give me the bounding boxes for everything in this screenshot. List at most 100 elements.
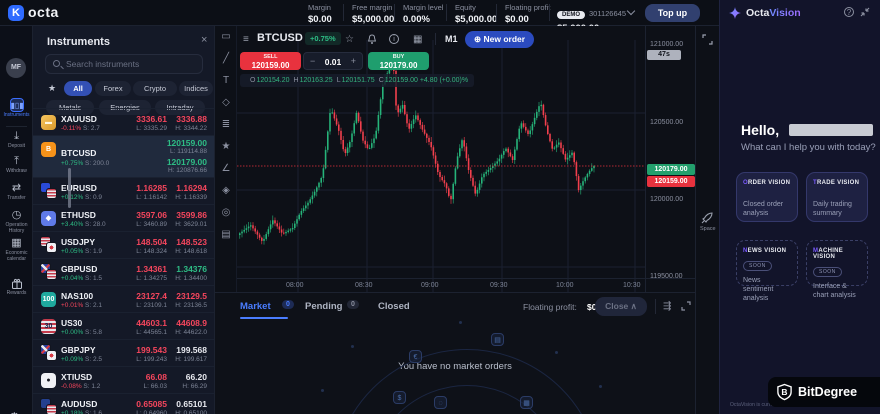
space-rocket-icon[interactable]: Space [700, 210, 716, 232]
filter-chip-indices[interactable]: Indices [179, 81, 213, 96]
bid-price: 0.65085 [136, 399, 167, 409]
layout-panels-icon[interactable]: ▦ [413, 34, 423, 45]
sell-button[interactable]: SELL 120159.00 [240, 52, 301, 70]
filter-chip-all[interactable]: All [64, 81, 92, 96]
objects-icon[interactable]: ◈ [222, 185, 230, 196]
card-trade-vision[interactable]: TRADE VISION Daily trading summary [806, 172, 868, 222]
instrument-row-gbpusd[interactable]: GBPUSD +0.04% S: 1.5 1.34361 1.34376 L: 1.34… [33, 258, 214, 285]
octavision-help-icon[interactable]: ? [844, 7, 854, 17]
bid-price: 1.16285 [136, 183, 167, 193]
octavision-question: What can I help you with today? [741, 142, 876, 153]
low-price: L: 1.16142 [136, 194, 167, 201]
change-percent: -0.11% [61, 125, 82, 132]
card-description: Daily trading summary [813, 201, 852, 218]
list-scrollbar[interactable] [68, 168, 71, 208]
tab-market[interactable]: Market [240, 301, 271, 312]
close-all-orders-icon[interactable]: ⇶ [663, 301, 672, 312]
spread: S: 1.6 [85, 410, 103, 414]
instrument-row-nas100[interactable]: 100 NAS100 +0.01% S: 2.1 23127.4 23129.5 L: 2… [33, 285, 214, 312]
low-price: L: 1.34275 [136, 275, 167, 282]
economic-calendar-label: Economic calendar [5, 250, 28, 262]
sidebar-item-rewards[interactable]: Rewards [0, 278, 33, 297]
symbol-list-icon[interactable]: ≡ [243, 34, 249, 45]
instrument-row-usdjpy[interactable]: USDJPY +0.05% S: 1.9 148.504 148.523 L: 148.… [33, 231, 214, 258]
low-price: L: 148.324 [136, 248, 167, 255]
new-order-button[interactable]: ⊕ New order [465, 31, 535, 48]
instrument-row-btcusd[interactable]: B BTCUSD +0.75% S: 200.0 120159.00 L: 119114… [33, 135, 214, 177]
remove-drawings-icon[interactable]: ▤ [221, 229, 231, 240]
header-divider [435, 33, 436, 45]
trend-line-icon[interactable]: ╱ [222, 53, 230, 64]
sidebar-item-transfer[interactable]: ⇄ Transfer [0, 181, 33, 202]
tab-closed[interactable]: Closed [378, 301, 410, 312]
orders-divider [655, 299, 656, 314]
instrument-change-spread: +0.75% S: 200.0 [61, 160, 109, 167]
alert-bell-icon[interactable] [367, 34, 377, 45]
account-chevron-down-icon[interactable] [626, 6, 636, 16]
tab-pending[interactable]: Pending [305, 301, 343, 312]
instruments-close-icon[interactable]: × [201, 34, 208, 46]
top-up-button[interactable]: Top up [645, 4, 700, 22]
filter-chip-crypto[interactable]: Crypto [133, 81, 177, 96]
volume-decrease[interactable]: − [310, 56, 316, 66]
instrument-row-xtiusd[interactable]: ● XTIUSD -0.08% S: 1.2 66.08 66.20 L: 66.03 H:… [33, 366, 214, 393]
close-all-button[interactable]: Close ∧ [595, 297, 647, 316]
card-order-vision[interactable]: ORDER VISION Closed order analysis [736, 172, 798, 222]
favorites-icon[interactable]: ★ [221, 141, 231, 152]
octavision-greeting: Hello, [741, 122, 780, 138]
text-tool-icon[interactable]: T [222, 75, 230, 86]
card-machine-vision[interactable]: MACHINE VISION SOON Interface & chart anal… [806, 240, 868, 299]
eth-icon: ◆ [41, 211, 56, 226]
angle-tool-icon[interactable]: ∠ [221, 163, 231, 174]
fullscreen-icon[interactable] [702, 34, 713, 45]
volume-value[interactable]: 0.01 [324, 57, 342, 67]
volume-increase[interactable]: + [350, 56, 356, 66]
timeframe-selector[interactable]: M1 [445, 34, 458, 44]
instrument-row-eurusd[interactable]: EURUSD +0.12% S: 0.9 1.16285 1.16294 L: 1.16… [33, 177, 214, 204]
cursor-box-icon[interactable]: ▭ [221, 31, 231, 42]
panel-resize-icon[interactable] [681, 301, 691, 311]
left-nav-rail: MF ▮▯▮ Instruments ⤓ Deposit ⤒ Withdraw ⇄ Trans… [0, 26, 33, 414]
octavision-collapse-icon[interactable] [860, 7, 870, 17]
soon-badge: SOON [743, 261, 772, 271]
time-axis-label: 09:30 [490, 282, 508, 289]
filter-chip-intraday[interactable]: Intraday [155, 100, 205, 115]
sidebar-item-operation-history[interactable]: ◷ Operation History [0, 208, 33, 235]
info-icon[interactable]: i [389, 34, 399, 44]
sidebar-item-instruments[interactable]: ▮▯▮ Instruments [0, 98, 33, 119]
rewards-label: Rewards [6, 290, 27, 296]
eye-icon[interactable]: ◎ [221, 207, 231, 218]
instrument-row-ethusd[interactable]: ◆ ETHUSD +3.40% S: 28.0 3597.06 3599.86 L: 34… [33, 204, 214, 231]
chart-area: ≡ BTCUSD +0.75% ☆ i ▦ M1 ⊕ New order SEL… [237, 26, 695, 292]
settings-gear-icon[interactable]: ⚙ [9, 410, 20, 414]
instrument-row-audusd[interactable]: AUDUSD +0.18% S: 1.6 0.65085 0.65101 L: 0.64… [33, 393, 214, 414]
orbit-asset-icon: € [409, 350, 422, 363]
spread: S: 5.8 [85, 329, 103, 336]
filter-favorites-star[interactable]: ★ [47, 83, 57, 93]
indicators-icon[interactable]: ≣ [221, 119, 231, 130]
favorite-star-icon[interactable]: ☆ [345, 34, 354, 45]
filter-chip-energies[interactable]: Energies [99, 100, 151, 115]
filter-chip-metals[interactable]: Metals [46, 100, 94, 115]
instrument-row-xauusd[interactable]: ▬ XAUUSD -0.11% S: 2.7 3336.61 3336.88 L: 333… [33, 108, 214, 135]
sidebar-item-deposit[interactable]: ⤓ Deposit [0, 129, 33, 150]
change-percent: +0.12% [61, 194, 84, 201]
price-axis[interactable]: 121000.00 120500.00 120000.00 119500.00 120… [645, 26, 695, 292]
time-axis[interactable]: 08:00 08:30 09:00 09:30 10:00 10:30 [237, 278, 695, 292]
decor-dot [599, 385, 602, 388]
instrument-row-us30[interactable]: 30 US30 +0.00% S: 5.8 44603.1 44608.9 L: 4456… [33, 312, 214, 339]
instrument-change-spread: +0.18% S: 1.6 [61, 410, 102, 414]
search-input[interactable] [66, 55, 196, 73]
sidebar-item-withdraw[interactable]: ⤒ Withdraw [0, 154, 33, 175]
bid-price: 44603.1 [136, 318, 167, 328]
avatar[interactable]: MF [6, 58, 26, 78]
sidebar-item-economic-calendar[interactable]: ▦ Economic calendar [0, 236, 33, 263]
nav-divider [6, 126, 27, 127]
instrument-row-gbpjpy[interactable]: GBPJPY +0.09% S: 2.5 199.543 199.568 L: 199.… [33, 339, 214, 366]
bitdegree-shield-icon: B [777, 383, 792, 400]
buy-button[interactable]: BUY 120179.00 [368, 52, 429, 70]
card-news-vision[interactable]: NEWS VISION SOON News sentiment analysis [736, 240, 798, 302]
shapes-icon[interactable]: ◇ [222, 97, 230, 108]
filter-chip-forex[interactable]: Forex [95, 81, 131, 96]
spread: S: 200.0 [85, 160, 110, 167]
